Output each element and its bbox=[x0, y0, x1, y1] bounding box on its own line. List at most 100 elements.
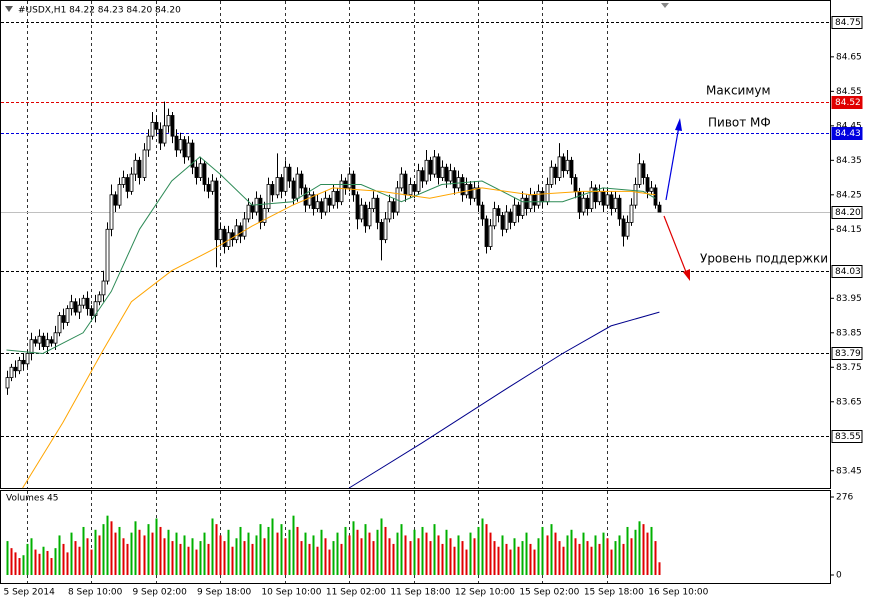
candle-body bbox=[363, 204, 368, 227]
candle-body bbox=[178, 139, 183, 151]
candle-body bbox=[500, 215, 505, 230]
candle-body bbox=[355, 194, 360, 220]
candle-body bbox=[359, 204, 364, 220]
candle-body bbox=[609, 194, 614, 210]
candle-body bbox=[137, 159, 142, 178]
annotation: Уровень поддержки bbox=[700, 252, 828, 266]
grid: 84.65 84.55 84.45 84.35 84.25 84.15 83.95 83.85… bbox=[4, 1, 862, 598]
x-tick-label: 9 Sep 18:00 bbox=[197, 588, 252, 598]
candle-body bbox=[383, 218, 388, 241]
x-tick-label: 5 Sep 2014 bbox=[4, 588, 56, 598]
candle-body bbox=[129, 173, 134, 192]
candle-body bbox=[97, 294, 102, 303]
candle-body bbox=[633, 184, 638, 206]
marks bbox=[5, 101, 662, 575]
candle-body bbox=[371, 197, 376, 210]
candle-body bbox=[637, 163, 642, 185]
y2-tick-label: 0 bbox=[836, 571, 842, 581]
levels: 84.75 84.52 84.43 84.20 84.03 83.79 83.55 bbox=[1, 16, 863, 443]
candle-body bbox=[45, 339, 50, 347]
moving-average bbox=[348, 311, 660, 489]
candle-body bbox=[238, 225, 243, 237]
candle-body bbox=[202, 163, 207, 185]
y-tick-label: 84.25 bbox=[836, 190, 862, 200]
candle-body bbox=[170, 115, 175, 137]
candle-body bbox=[428, 159, 433, 175]
y-tick-label: 84.15 bbox=[836, 225, 862, 235]
candle-body bbox=[605, 194, 610, 206]
shift-marker[interactable] bbox=[661, 3, 669, 8]
price-panel bbox=[0, 0, 831, 489]
x-tick-label: 15 Sep 18:00 bbox=[584, 588, 644, 598]
candle-body bbox=[524, 197, 529, 210]
candle-body bbox=[262, 208, 267, 223]
candle-body bbox=[601, 190, 606, 206]
candle-body bbox=[146, 135, 151, 151]
candle-body bbox=[182, 139, 187, 158]
y-tick-label: 83.45 bbox=[836, 466, 862, 476]
volume-title: Volumes 45 bbox=[6, 494, 58, 504]
candle-body bbox=[299, 173, 304, 189]
y-tick-label: 83.75 bbox=[836, 363, 862, 373]
candle-body bbox=[468, 184, 473, 199]
candle-body bbox=[109, 194, 114, 230]
candle-body bbox=[214, 180, 219, 241]
candle-body bbox=[194, 166, 199, 178]
candle-body bbox=[424, 159, 429, 182]
level-label: 84.75 bbox=[835, 18, 861, 28]
candle-body bbox=[420, 170, 425, 182]
x-tick-label: 15 Sep 02:00 bbox=[519, 588, 579, 598]
candle-body bbox=[311, 194, 316, 210]
candle-body bbox=[69, 301, 74, 310]
candle-body bbox=[279, 177, 284, 192]
candle-body bbox=[464, 184, 469, 196]
volume-panel bbox=[0, 490, 831, 584]
candle-body bbox=[190, 142, 195, 168]
level-label-box bbox=[831, 265, 863, 278]
candle-body bbox=[403, 173, 408, 196]
candle-body bbox=[234, 225, 239, 241]
arrow-down bbox=[663, 215, 687, 273]
candle-body bbox=[593, 187, 598, 203]
candle-body bbox=[536, 190, 541, 206]
candle-body bbox=[589, 187, 594, 210]
candle-body bbox=[154, 121, 159, 130]
candle-body bbox=[444, 166, 449, 182]
candle-body bbox=[549, 166, 554, 185]
candle-body bbox=[133, 159, 138, 175]
moving-average bbox=[6, 156, 656, 355]
candle-body bbox=[416, 170, 421, 192]
candle-body bbox=[319, 201, 324, 213]
candle-body bbox=[488, 225, 493, 247]
candle-body bbox=[53, 332, 58, 344]
candle-body bbox=[33, 339, 38, 344]
candle-body bbox=[258, 197, 263, 223]
candle-body bbox=[460, 177, 465, 196]
candle-body bbox=[101, 280, 106, 296]
candle-body bbox=[645, 177, 650, 192]
candle-body bbox=[367, 208, 372, 227]
candle-body bbox=[323, 197, 328, 213]
candle-body bbox=[49, 339, 54, 344]
candle-body bbox=[295, 173, 300, 199]
arrow-up-head bbox=[675, 118, 682, 131]
candle-body bbox=[162, 125, 167, 144]
y-tick-label: 84.55 bbox=[836, 87, 862, 97]
candle-body bbox=[516, 204, 521, 216]
candle-body bbox=[440, 166, 445, 178]
candle-body bbox=[5, 377, 10, 389]
moving-average bbox=[22, 187, 656, 489]
candle-body bbox=[266, 184, 271, 210]
menu-icon[interactable] bbox=[5, 6, 13, 12]
y-tick-label: 83.65 bbox=[836, 397, 862, 407]
candle-body bbox=[657, 204, 662, 213]
candle-body bbox=[121, 177, 126, 185]
x-tick-label: 8 Sep 10:00 bbox=[68, 588, 123, 598]
candle-body bbox=[81, 297, 86, 306]
candle-body bbox=[291, 180, 296, 199]
candle-body bbox=[480, 204, 485, 220]
candle-body bbox=[347, 173, 352, 189]
y-tick-label: 83.85 bbox=[836, 328, 862, 338]
candle-body bbox=[375, 197, 380, 223]
